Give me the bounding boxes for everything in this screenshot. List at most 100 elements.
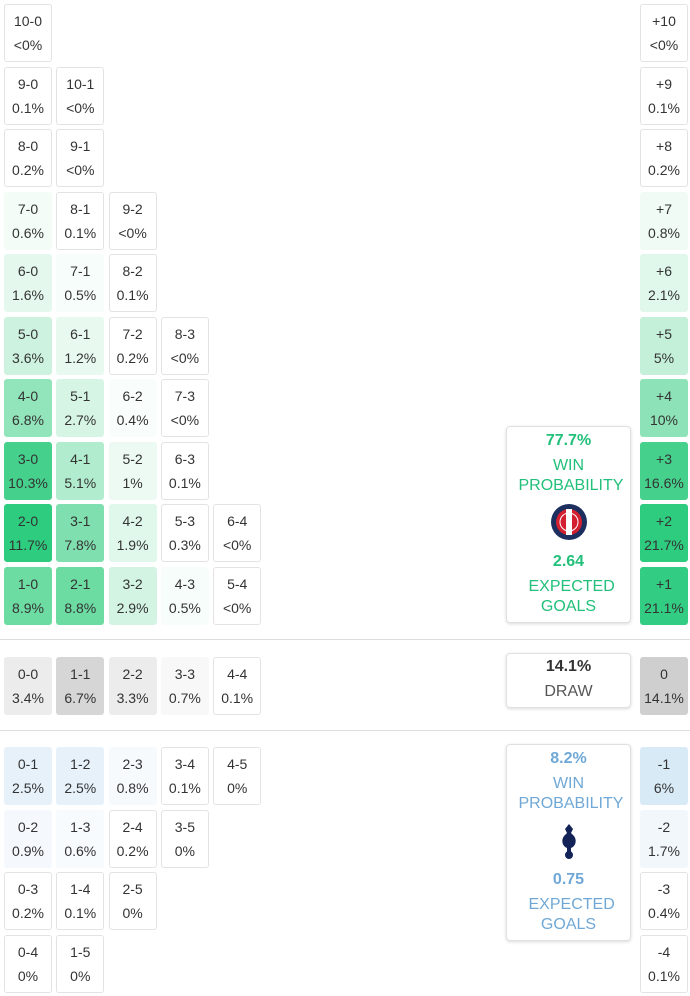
score-cell: +8 0.2% bbox=[640, 129, 688, 187]
expected-goals: 0.75 bbox=[552, 871, 585, 888]
scoreline: 7-0 bbox=[17, 200, 39, 217]
scoreline: 6-0 bbox=[17, 263, 39, 279]
probability: 0% bbox=[174, 842, 195, 859]
score-cell: 0-3 0.2% bbox=[4, 872, 52, 930]
probability: 0.6% bbox=[12, 224, 44, 241]
probability: 11.7% bbox=[8, 537, 48, 553]
score-cell: 3-0 10.3% bbox=[4, 441, 52, 500]
probability: 2.1% bbox=[648, 287, 680, 303]
xg-label: EXPECTED GOALS bbox=[528, 578, 615, 615]
score-cell: 3-1 7.8% bbox=[56, 504, 105, 562]
score-cell: +4 10% bbox=[640, 379, 688, 437]
score-cell: 3-2 2.9% bbox=[108, 566, 157, 625]
scoreline: 3-3 bbox=[174, 666, 195, 682]
score-cell: 6-1 1.2% bbox=[56, 316, 105, 375]
probability: 21.1% bbox=[644, 599, 684, 616]
score-cell: 9-2 <0% bbox=[108, 191, 157, 250]
score-cell: 6-4 <0% bbox=[213, 504, 262, 562]
score-cell: 6-2 0.4% bbox=[108, 379, 157, 437]
scoreline: 9-1 bbox=[70, 138, 91, 154]
scoreline: 9-2 bbox=[122, 200, 143, 217]
probability: 21.7% bbox=[644, 537, 684, 553]
probability: 7.8% bbox=[64, 537, 97, 553]
scoreline: -4 bbox=[657, 943, 671, 960]
scoreline: 2-3 bbox=[122, 756, 143, 772]
score-cell: 1-0 8.9% bbox=[4, 566, 52, 625]
probability: 2.5% bbox=[64, 780, 97, 796]
scoreline: 4-5 bbox=[227, 756, 248, 772]
score-cell: 9-1 <0% bbox=[56, 129, 105, 187]
probability: 0.2% bbox=[116, 349, 149, 366]
score-cell: +7 0.8% bbox=[640, 191, 688, 250]
scoreline: 1-5 bbox=[70, 943, 91, 960]
scoreline: 2-0 bbox=[17, 513, 39, 529]
score-cell: -1 6% bbox=[640, 747, 688, 805]
probability: 0% bbox=[122, 905, 143, 921]
scoreline: 8-1 bbox=[70, 200, 91, 217]
separator bbox=[0, 730, 690, 731]
score-cell: 6-0 1.6% bbox=[4, 254, 52, 312]
expected-goals: 2.64 bbox=[552, 553, 585, 570]
score-cell: 6-3 0.1% bbox=[160, 441, 209, 500]
score-cell: 1-1 6.7% bbox=[56, 657, 105, 715]
scoreline: 6-4 bbox=[227, 513, 248, 529]
probability: 3.6% bbox=[12, 349, 44, 366]
score-cell: 0 14.1% bbox=[640, 657, 688, 715]
score-cell: -3 0.4% bbox=[640, 872, 688, 930]
probability: 0.4% bbox=[116, 412, 149, 428]
probability: 0% bbox=[227, 780, 248, 796]
probability: 16.6% bbox=[644, 474, 684, 491]
probability: 1.6% bbox=[12, 287, 44, 303]
win-label: WIN PROBABILITY bbox=[518, 775, 624, 812]
scoreline: 2-1 bbox=[70, 575, 91, 592]
scoreline: +7 bbox=[656, 200, 672, 217]
scoreline: 4-4 bbox=[227, 666, 248, 682]
probability: <0% bbox=[649, 37, 679, 53]
scoreline: +3 bbox=[656, 450, 672, 467]
probability: 2.5% bbox=[12, 780, 44, 796]
scoreline: 0-0 bbox=[17, 666, 39, 682]
probability: 0.1% bbox=[648, 967, 680, 984]
win-probability: 77.7% bbox=[545, 432, 592, 449]
scoreline: 0 bbox=[660, 666, 668, 682]
scoreline: 0-4 bbox=[17, 943, 39, 960]
draw-label: DRAW bbox=[544, 683, 593, 700]
win-label: WIN PROBABILITY bbox=[518, 457, 624, 494]
score-cell: 1-5 0% bbox=[56, 934, 105, 993]
scoreline: +10 bbox=[652, 13, 676, 29]
probability: 0.2% bbox=[648, 162, 680, 178]
scoreline: 4-0 bbox=[17, 388, 39, 404]
probability: <0% bbox=[118, 224, 147, 241]
scoreline: 3-0 bbox=[17, 450, 39, 467]
probability: 1.9% bbox=[116, 537, 149, 553]
scoreline: 7-3 bbox=[174, 388, 195, 404]
score-cell: 8-0 0.2% bbox=[4, 129, 52, 187]
scoreline: 3-4 bbox=[174, 756, 195, 772]
probability: 8.9% bbox=[12, 599, 44, 616]
scoreline: +6 bbox=[656, 263, 672, 279]
score-cell: 4-1 5.1% bbox=[56, 441, 105, 500]
probability: 0.9% bbox=[12, 842, 44, 859]
scoreline: 1-1 bbox=[70, 666, 91, 682]
scoreline: 3-5 bbox=[174, 818, 195, 835]
score-cell: +3 16.6% bbox=[640, 441, 688, 500]
probability: 0% bbox=[17, 967, 39, 984]
scoreline: 4-3 bbox=[174, 575, 195, 592]
scoreline: 0-2 bbox=[17, 818, 39, 835]
scoreline: 2-2 bbox=[122, 666, 143, 682]
score-cell: 8-2 0.1% bbox=[108, 254, 157, 312]
probability: 14.1% bbox=[644, 690, 684, 706]
probability: 0.1% bbox=[168, 474, 201, 491]
scoreline: +9 bbox=[656, 75, 672, 92]
probability: 3.3% bbox=[116, 690, 149, 706]
probability: <0% bbox=[170, 412, 200, 428]
score-cell: 5-2 1% bbox=[108, 441, 157, 500]
probability: 0.2% bbox=[12, 905, 44, 921]
probability: 5% bbox=[653, 349, 675, 366]
scoreline: 3-1 bbox=[70, 513, 91, 529]
scoreline: 5-0 bbox=[17, 325, 39, 342]
probability: 0.3% bbox=[168, 537, 201, 553]
scoreline: +5 bbox=[656, 325, 672, 342]
score-cell: 5-0 3.6% bbox=[4, 316, 52, 375]
